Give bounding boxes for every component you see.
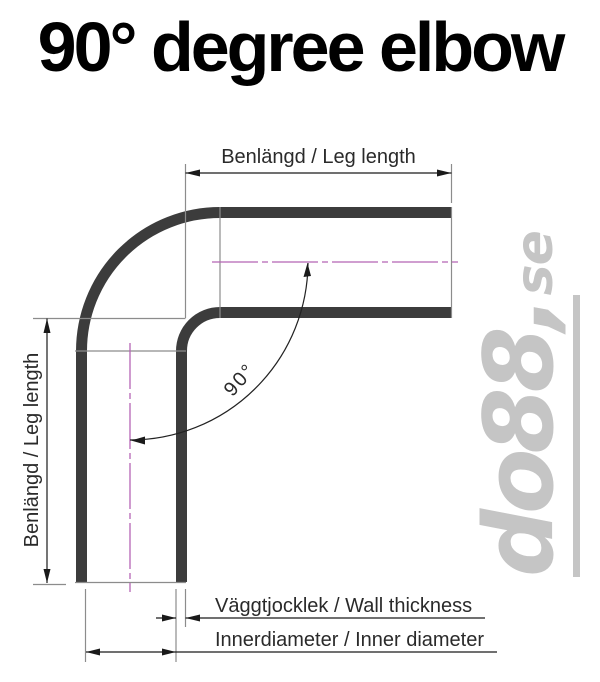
- page-title: 90° degree elbow: [37, 8, 566, 86]
- dimension-label-leg-length-left: Benlängd / Leg length: [21, 352, 43, 548]
- dimension-label-wall-thickness: Väggtjocklek / Wall thickness: [215, 595, 473, 617]
- angle-arc: [129, 262, 311, 445]
- pipe-walls: [76, 207, 451, 582]
- extension-lines: [33, 164, 453, 662]
- dimension-label-leg-length-top: Benlängd / Leg length: [221, 146, 416, 168]
- dimension-lines: [43, 169, 497, 656]
- centerlines: [129, 261, 458, 592]
- construction-lines: [75, 207, 453, 584]
- dimension-label-inner-diameter: Innerdiameter / Inner diameter: [215, 629, 485, 651]
